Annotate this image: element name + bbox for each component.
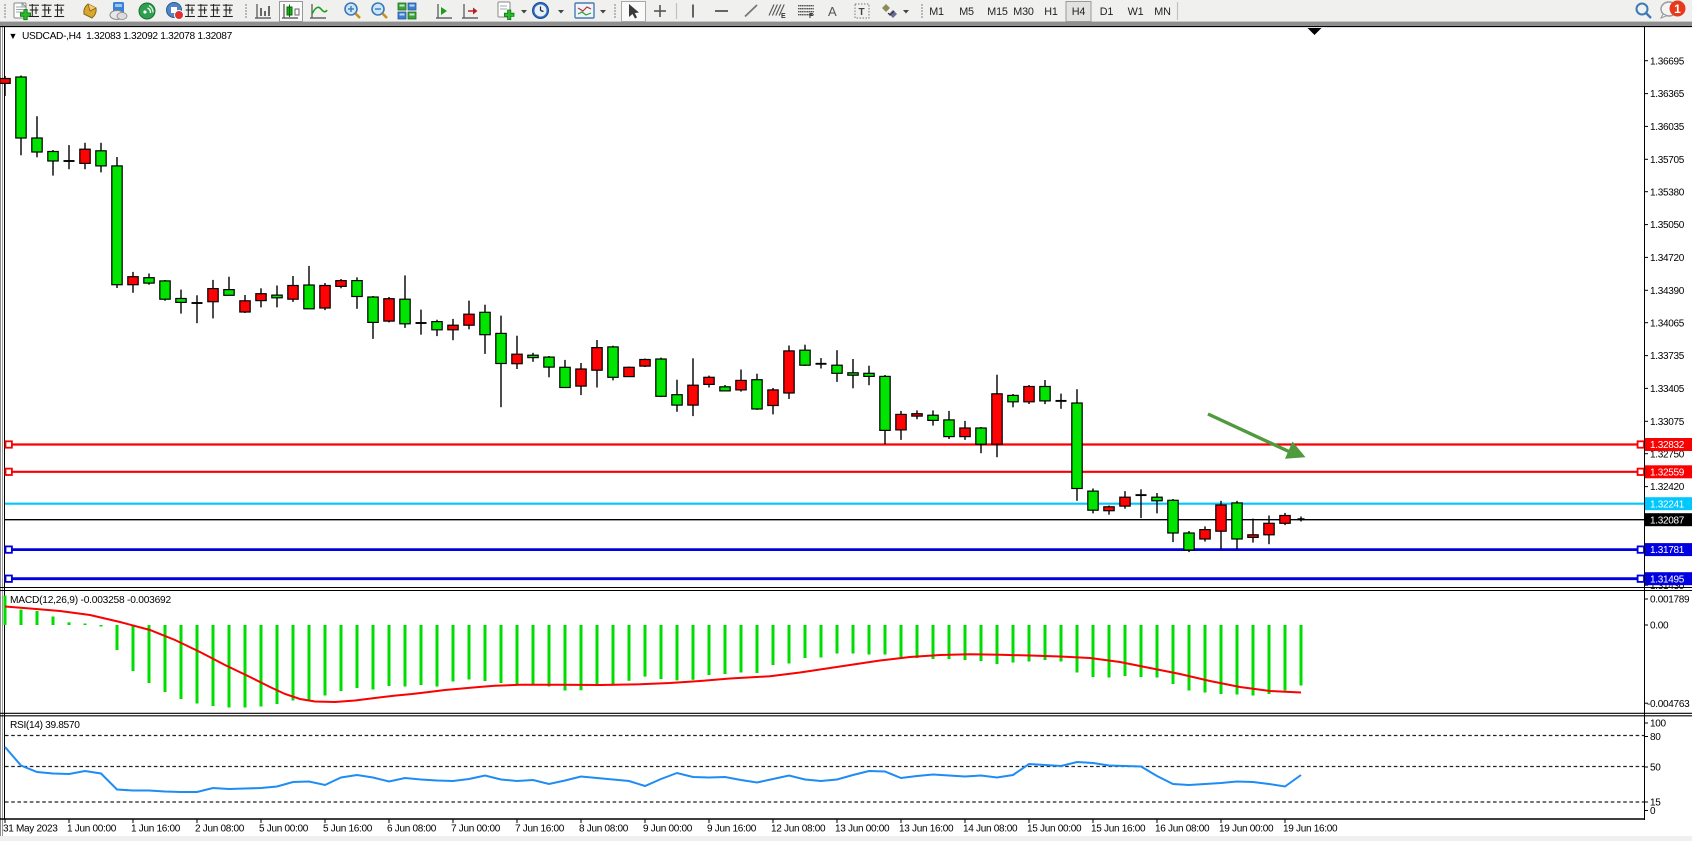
svg-text:E: E [781, 13, 786, 20]
svg-text:1.33405: 1.33405 [1650, 384, 1685, 395]
svg-text:A: A [828, 4, 837, 19]
svg-text:19 Jun 16:00: 19 Jun 16:00 [1283, 824, 1338, 835]
svg-text:H1: H1 [1044, 6, 1058, 18]
svg-text:1.32420: 1.32420 [1650, 482, 1685, 493]
svg-text:1.32750: 1.32750 [1650, 449, 1685, 460]
svg-text:RSI(14) 39.8570: RSI(14) 39.8570 [10, 720, 80, 731]
svg-text:M5: M5 [959, 6, 974, 18]
svg-text:D1: D1 [1100, 6, 1114, 18]
svg-text:1.32832: 1.32832 [1650, 440, 1685, 451]
svg-text:12 Jun 08:00: 12 Jun 08:00 [771, 824, 826, 835]
svg-text:H4: H4 [1072, 6, 1086, 18]
svg-text:14 Jun 08:00: 14 Jun 08:00 [963, 824, 1018, 835]
svg-text:9 Jun 00:00: 9 Jun 00:00 [643, 824, 693, 835]
svg-text:31 May 2023: 31 May 2023 [3, 824, 58, 835]
svg-text:15 Jun 16:00: 15 Jun 16:00 [1091, 824, 1146, 835]
svg-text:MACD(12,26,9) -0.003258 -0.003: MACD(12,26,9) -0.003258 -0.003692 [10, 595, 171, 606]
svg-text:1 Jun 00:00: 1 Jun 00:00 [67, 824, 117, 835]
svg-text:2 Jun 08:00: 2 Jun 08:00 [195, 824, 245, 835]
svg-text:13 Jun 16:00: 13 Jun 16:00 [899, 824, 954, 835]
svg-text:1.35050: 1.35050 [1650, 220, 1685, 231]
svg-text:16 Jun 08:00: 16 Jun 08:00 [1155, 824, 1210, 835]
svg-text:-0.004763: -0.004763 [1647, 699, 1690, 710]
svg-text:1 Jun 16:00: 1 Jun 16:00 [131, 824, 181, 835]
svg-text:5 Jun 00:00: 5 Jun 00:00 [259, 824, 309, 835]
svg-text:8 Jun 08:00: 8 Jun 08:00 [579, 824, 629, 835]
svg-text:MN: MN [1154, 6, 1170, 18]
svg-text:13 Jun 00:00: 13 Jun 00:00 [835, 824, 890, 835]
svg-text:9 Jun 16:00: 9 Jun 16:00 [707, 824, 757, 835]
svg-text:1.34720: 1.34720 [1650, 253, 1685, 264]
svg-text:1.36695: 1.36695 [1650, 56, 1685, 67]
svg-text:1.34390: 1.34390 [1650, 286, 1685, 297]
svg-text:7 Jun 16:00: 7 Jun 16:00 [515, 824, 565, 835]
svg-text:▼: ▼ [9, 31, 18, 41]
svg-text:1.32559: 1.32559 [1650, 467, 1685, 478]
svg-text:USDCAD-,H4 1.32083 1.32092 1.: USDCAD-,H4 1.32083 1.32092 1.32078 1.320… [22, 31, 233, 42]
svg-text:6 Jun 08:00: 6 Jun 08:00 [387, 824, 437, 835]
svg-text:1.36365: 1.36365 [1650, 89, 1685, 100]
svg-text:F: F [809, 13, 814, 20]
svg-text:1.31781: 1.31781 [1650, 545, 1685, 556]
svg-text:1.33075: 1.33075 [1650, 417, 1685, 428]
svg-text:T: T [859, 7, 865, 18]
svg-text:W1: W1 [1128, 6, 1144, 18]
svg-text:1.32087: 1.32087 [1650, 515, 1685, 526]
svg-text:1.33735: 1.33735 [1650, 351, 1685, 362]
svg-text:100: 100 [1650, 719, 1667, 730]
svg-text:M1: M1 [929, 6, 944, 18]
svg-text:5 Jun 16:00: 5 Jun 16:00 [323, 824, 373, 835]
svg-text:M30: M30 [1013, 6, 1034, 18]
svg-text:50: 50 [1650, 763, 1661, 774]
svg-text:7 Jun 00:00: 7 Jun 00:00 [451, 824, 501, 835]
svg-text:1.31430: 1.31430 [1650, 581, 1685, 592]
svg-text:1: 1 [1674, 2, 1681, 16]
svg-text:15: 15 [1650, 798, 1661, 809]
svg-text:1.35705: 1.35705 [1650, 155, 1685, 166]
svg-text:M15: M15 [987, 6, 1008, 18]
svg-text:19 Jun 00:00: 19 Jun 00:00 [1219, 824, 1274, 835]
svg-text:0.001789: 0.001789 [1650, 595, 1690, 606]
svg-text:15 Jun 00:00: 15 Jun 00:00 [1027, 824, 1082, 835]
svg-text:0: 0 [1650, 806, 1656, 817]
svg-text:0.00: 0.00 [1650, 621, 1669, 632]
svg-text:1.31495: 1.31495 [1650, 574, 1685, 585]
svg-text:1.35380: 1.35380 [1650, 187, 1685, 198]
svg-text:1.36035: 1.36035 [1650, 122, 1685, 133]
svg-text:80: 80 [1650, 732, 1661, 743]
svg-text:1.32241: 1.32241 [1650, 499, 1685, 510]
svg-text:1.34065: 1.34065 [1650, 318, 1685, 329]
